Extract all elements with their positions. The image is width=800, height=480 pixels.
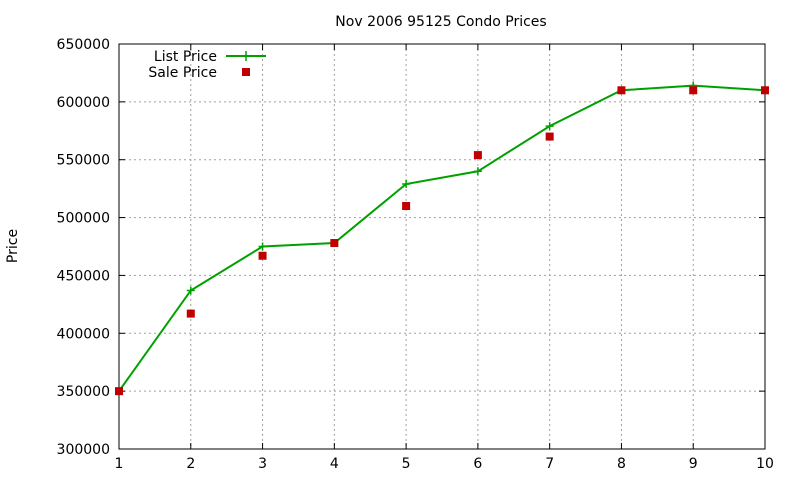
sale-price-point xyxy=(761,86,769,95)
list-price-point xyxy=(186,286,195,295)
x-tick-label: 1 xyxy=(115,456,124,472)
y-tick-label: 350000 xyxy=(57,384,110,400)
legend-square-marker xyxy=(242,68,250,76)
y-tick-label: 450000 xyxy=(57,268,110,284)
x-tick-label: 8 xyxy=(617,456,626,472)
sale-price-point xyxy=(115,387,123,396)
x-tick-label: 6 xyxy=(473,456,482,472)
x-tick-label: 10 xyxy=(756,456,774,472)
x-tick-label: 2 xyxy=(186,456,195,472)
sale-price-point xyxy=(545,132,554,141)
y-tick-label: 550000 xyxy=(57,153,110,169)
sale-price-point xyxy=(186,309,195,318)
axis-ticks: 1 2 3 4 5 6 7 8 9 10 300000 350000 400000 450000 50000… xyxy=(57,37,774,472)
legend-label-sale-price: Sale Price xyxy=(148,65,217,81)
sale-price-point xyxy=(689,86,698,95)
x-tick-label: 7 xyxy=(545,456,554,472)
y-tick-label: 500000 xyxy=(57,211,110,227)
sale-price-point xyxy=(402,202,411,210)
list-price-point xyxy=(258,242,267,251)
x-tick-label: 9 xyxy=(689,456,698,472)
sale-price-point xyxy=(617,86,626,95)
grid xyxy=(119,44,765,449)
legend-plus-marker xyxy=(241,51,251,61)
y-tick-label: 300000 xyxy=(57,442,110,458)
legend-label-list-price: List Price xyxy=(154,49,217,65)
sale-price-point xyxy=(473,151,482,160)
y-tick-label: 600000 xyxy=(57,95,110,111)
x-tick-label: 5 xyxy=(402,456,411,472)
series xyxy=(115,81,769,396)
list-price-point xyxy=(545,122,554,131)
chart-title: Nov 2006 95125 Condo Prices xyxy=(335,14,546,30)
list-price-line xyxy=(118,84,766,392)
y-tick-label: 400000 xyxy=(57,326,110,342)
plot-frame xyxy=(118,43,766,450)
y-tick-label: 650000 xyxy=(57,37,110,53)
x-tick-label: 3 xyxy=(258,456,267,472)
list-price-point xyxy=(402,180,411,189)
legend: List Price Sale Price xyxy=(148,49,266,81)
sale-price-point xyxy=(330,239,339,248)
sale-price-point xyxy=(258,251,267,260)
y-axis-label: Price xyxy=(5,229,21,263)
x-tick-label: 4 xyxy=(330,456,339,472)
list-price-point xyxy=(473,167,482,176)
